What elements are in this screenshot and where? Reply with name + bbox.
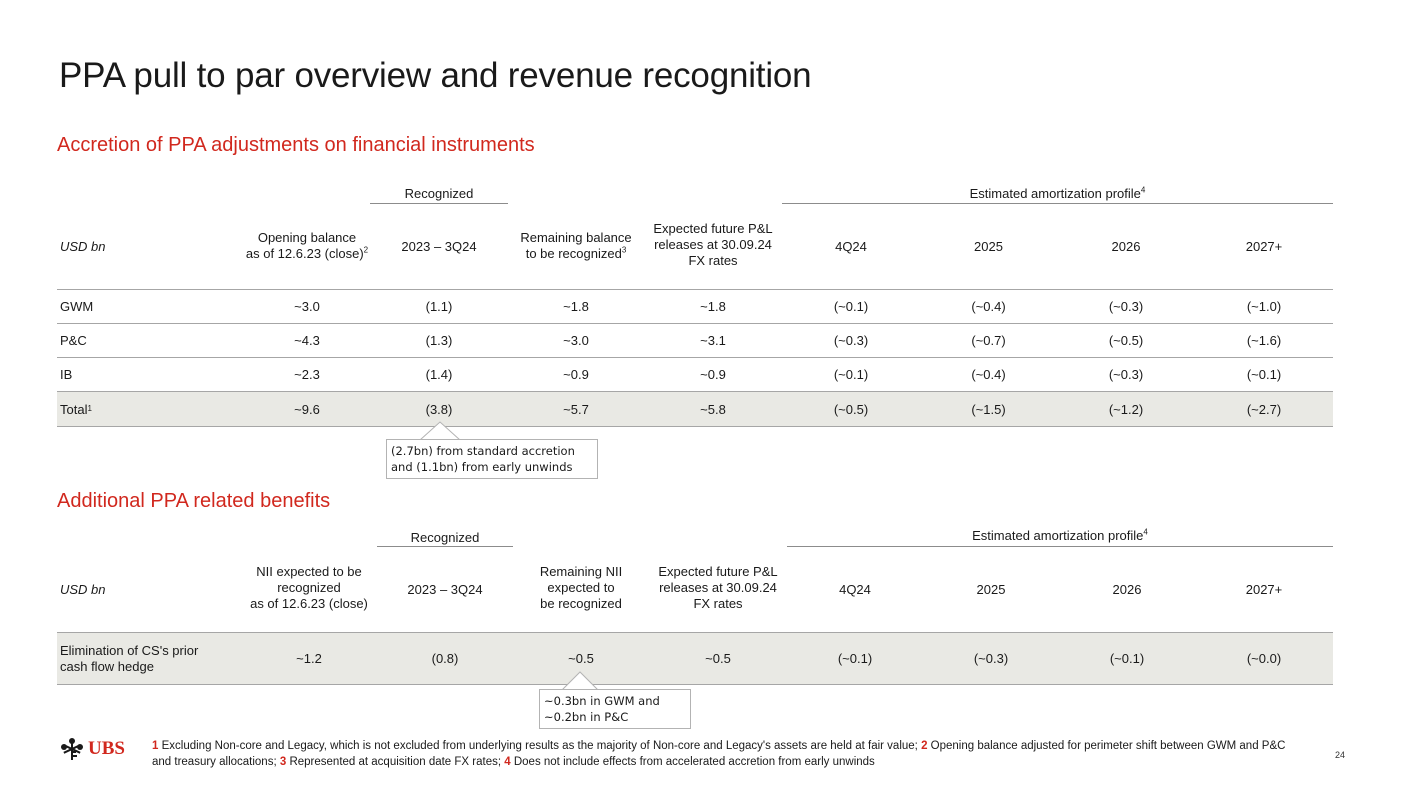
cell-value: (~0.1) bbox=[1109, 651, 1145, 666]
cell-value: (~1.2) bbox=[1108, 401, 1144, 417]
group-recognized-line bbox=[377, 546, 513, 547]
cell-value: (~1.6) bbox=[1246, 333, 1282, 348]
page-title: PPA pull to par overview and revenue rec… bbox=[59, 56, 812, 95]
cell-value: ~3.0 bbox=[294, 299, 320, 314]
accretion-table: Recognized Estimated amortization profil… bbox=[57, 180, 1333, 430]
cell-value: ~1.8 bbox=[700, 299, 726, 314]
table-row-ib: IB ~2.3 (1.4) ~0.9 ~0.9 (~0.1) (~0.4) (~… bbox=[57, 358, 1333, 392]
header-recognized-period: 2023 – 3Q24 bbox=[407, 582, 483, 597]
callout-accretion-note: (2.7bn) from standard accretion and (1.1… bbox=[386, 439, 598, 479]
header-usd-bn: USD bn bbox=[60, 239, 106, 254]
cell-value: ~4.3 bbox=[294, 333, 320, 348]
cell-value: (1.3) bbox=[425, 333, 453, 348]
page-number: 24 bbox=[1335, 750, 1346, 760]
footnotes: 1 Excluding Non-core and Legacy, which i… bbox=[152, 740, 1286, 768]
ubs-wordmark: UBS bbox=[88, 738, 125, 759]
cell-value: ~3.1 bbox=[700, 333, 726, 348]
cell-value: ~0.5 bbox=[705, 651, 731, 666]
section-title-accretion: Accretion of PPA adjustments on financia… bbox=[57, 134, 535, 156]
keys-icon bbox=[61, 738, 83, 760]
header-4q24: 4Q24 bbox=[835, 239, 867, 254]
header-opening-balance: Opening balance as of 12.6.23 (close)2 bbox=[245, 230, 369, 261]
row-label: P&C bbox=[60, 333, 87, 348]
header-divider bbox=[57, 632, 1333, 633]
cell-value: (~1.0) bbox=[1246, 299, 1282, 314]
cell-value: (~1.5) bbox=[971, 401, 1006, 417]
cell-value: ~2.3 bbox=[294, 367, 320, 382]
group-recognized-line bbox=[370, 203, 508, 204]
cell-value: (~0.4) bbox=[971, 367, 1006, 382]
cell-value: (~0.7) bbox=[971, 333, 1006, 348]
cell-value: (~0.3) bbox=[973, 651, 1009, 666]
row-label: Elimination of CS's prior cash flow hedg… bbox=[60, 642, 199, 674]
cell-value: (~0.4) bbox=[971, 299, 1006, 314]
cell-value: ~0.5 bbox=[568, 651, 594, 666]
group-estimated-line bbox=[782, 203, 1333, 204]
cell-value: ~9.6 bbox=[294, 401, 320, 417]
header-usd-bn: USD bn bbox=[60, 582, 106, 597]
cell-value: ~0.9 bbox=[700, 367, 726, 382]
header-recognized-period: 2023 – 3Q24 bbox=[401, 239, 477, 254]
cell-value: ~3.0 bbox=[563, 333, 589, 348]
cell-value: (~0.1) bbox=[833, 299, 869, 314]
header-remaining-balance: Remaining balance to be recognized3 bbox=[520, 230, 632, 261]
header-remaining-nii: Remaining NII expected to be recognized bbox=[539, 564, 623, 611]
header-2027-plus: 2027+ bbox=[1245, 239, 1283, 254]
table-row-pc: P&C ~4.3 (1.3) ~3.0 ~3.1 (~0.3) (~0.7) (… bbox=[57, 324, 1333, 358]
header-expected-releases: Expected future P&L releases at 30.09.24… bbox=[653, 221, 773, 268]
header-2027-plus: 2027+ bbox=[1245, 582, 1283, 597]
header-nii-expected: NII expected to be recognized as of 12.6… bbox=[250, 564, 368, 611]
table-row-gwm: GWM ~3.0 (1.1) ~1.8 ~1.8 (~0.1) (~0.4) (… bbox=[57, 290, 1333, 324]
benefits-table: Recognized Estimated amortization profil… bbox=[57, 523, 1333, 688]
cell-value: (~0.3) bbox=[1108, 299, 1144, 314]
cell-value: ~1.2 bbox=[296, 651, 322, 666]
row-label: IB bbox=[60, 367, 73, 382]
cell-value: ~5.8 bbox=[700, 401, 726, 417]
header-2025: 2025 bbox=[974, 239, 1003, 254]
cell-value: (~0.1) bbox=[837, 651, 873, 666]
cell-value: (~0.3) bbox=[833, 333, 869, 348]
cell-value: (~0.0) bbox=[1246, 651, 1282, 666]
cell-value: (~2.7) bbox=[1246, 401, 1282, 417]
row-label: GWM bbox=[60, 299, 94, 314]
cell-value: (~0.1) bbox=[1246, 367, 1282, 382]
cell-value: (1.1) bbox=[425, 299, 453, 314]
header-4q24: 4Q24 bbox=[839, 582, 871, 597]
cell-value: (3.8) bbox=[425, 401, 453, 417]
ubs-logo: UBS bbox=[59, 737, 125, 761]
callout-nii-note: ~0.3bn in GWM and ~0.2bn in P&C bbox=[539, 689, 691, 729]
cell-value: ~5.7 bbox=[563, 401, 589, 417]
cell-value: (0.8) bbox=[431, 651, 459, 666]
header-2025: 2025 bbox=[976, 582, 1006, 597]
group-recognized-label: Recognized bbox=[410, 530, 480, 545]
header-expected-releases: Expected future P&L releases at 30.09.24… bbox=[658, 564, 778, 611]
cell-value: (~0.3) bbox=[1108, 367, 1144, 382]
header-divider bbox=[57, 289, 1333, 290]
cell-value: ~0.9 bbox=[563, 367, 589, 382]
cell-value: (1.4) bbox=[425, 367, 453, 382]
table-row-total: Total 1 ~9.6 (3.8) ~5.7 ~5.8 (~0.5) (~1.5… bbox=[57, 392, 1333, 427]
header-2026: 2026 bbox=[1112, 582, 1142, 597]
group-recognized-label: Recognized bbox=[404, 186, 474, 201]
header-2026: 2026 bbox=[1111, 239, 1141, 254]
table-row-cash-flow-hedge: Elimination of CS's prior cash flow hedg… bbox=[57, 633, 1333, 685]
group-estimated-label: Estimated amortization profile4 bbox=[969, 185, 1146, 201]
cell-value: ~1.8 bbox=[563, 299, 589, 314]
group-estimated-line bbox=[787, 546, 1333, 547]
row-label: Total 1 bbox=[60, 401, 92, 417]
section-title-benefits: Additional PPA related benefits bbox=[57, 490, 331, 512]
cell-value: (~0.5) bbox=[833, 401, 869, 417]
cell-value: (~0.1) bbox=[833, 367, 869, 382]
cell-value: (~0.5) bbox=[1108, 333, 1144, 348]
group-estimated-label: Estimated amortization profile4 bbox=[972, 527, 1148, 543]
